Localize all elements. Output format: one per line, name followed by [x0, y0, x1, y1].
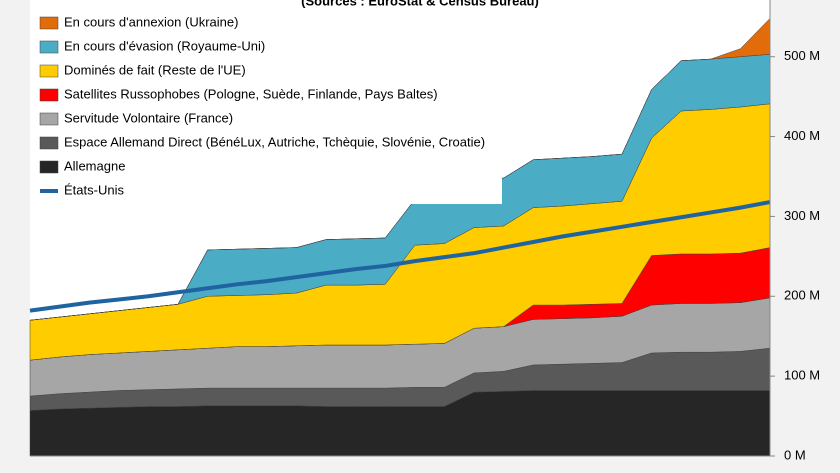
legend-swatch: [39, 64, 59, 78]
legend-label: Dominés de fait (Reste de l'UE): [64, 62, 246, 77]
y-tick-label: 0 M: [784, 447, 806, 462]
y-tick-label: 300 M: [784, 208, 820, 223]
y-tick-label: 100 M: [784, 368, 820, 383]
legend: [32, 10, 502, 204]
chart-subtitle: (Sources : EuroStat & Census Bureau): [301, 0, 539, 8]
legend-label: Espace Allemand Direct (BénéLux, Autrich…: [64, 134, 485, 149]
legend-label: Allemagne: [64, 158, 125, 173]
legend-swatch: [39, 160, 59, 174]
legend-swatch: [39, 40, 59, 54]
legend-label: Satellites Russophobes (Pologne, Suède, …: [64, 86, 438, 101]
legend-label: En cours d'annexion (Ukraine): [64, 14, 238, 29]
y-tick-label: 400 M: [784, 128, 820, 143]
legend-label: États-Unis: [64, 182, 124, 197]
legend-swatch: [39, 136, 59, 150]
y-tick-label: 200 M: [784, 288, 820, 303]
line: [29, 200, 771, 313]
legend-label: Servitude Volontaire (France): [64, 110, 233, 125]
legend-label: En cours d'évasion (Royaume-Uni): [64, 38, 265, 53]
legend-swatch: [39, 88, 59, 102]
legend-swatch: [39, 16, 59, 30]
y-tick-label: 500 M: [784, 48, 820, 63]
legend-swatch: [39, 112, 59, 126]
